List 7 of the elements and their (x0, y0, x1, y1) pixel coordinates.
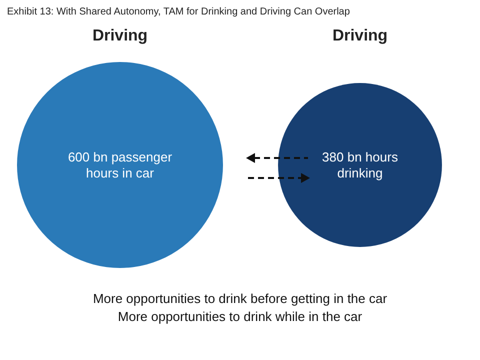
data-label: 380 bn hours drinking (322, 150, 398, 180)
text: Exhibit 13: With Shared Autonomy, TAM for Drinking and Driving Can Overlap (7, 6, 350, 18)
text: More opportunities to drink while in the car (118, 309, 363, 324)
data-label: 600 bn passenger hours in car (68, 150, 173, 180)
category-label: Driving (332, 28, 388, 44)
text: More opportunities to drink before getting in the car (92, 291, 388, 306)
category-label: Driving (92, 28, 148, 44)
